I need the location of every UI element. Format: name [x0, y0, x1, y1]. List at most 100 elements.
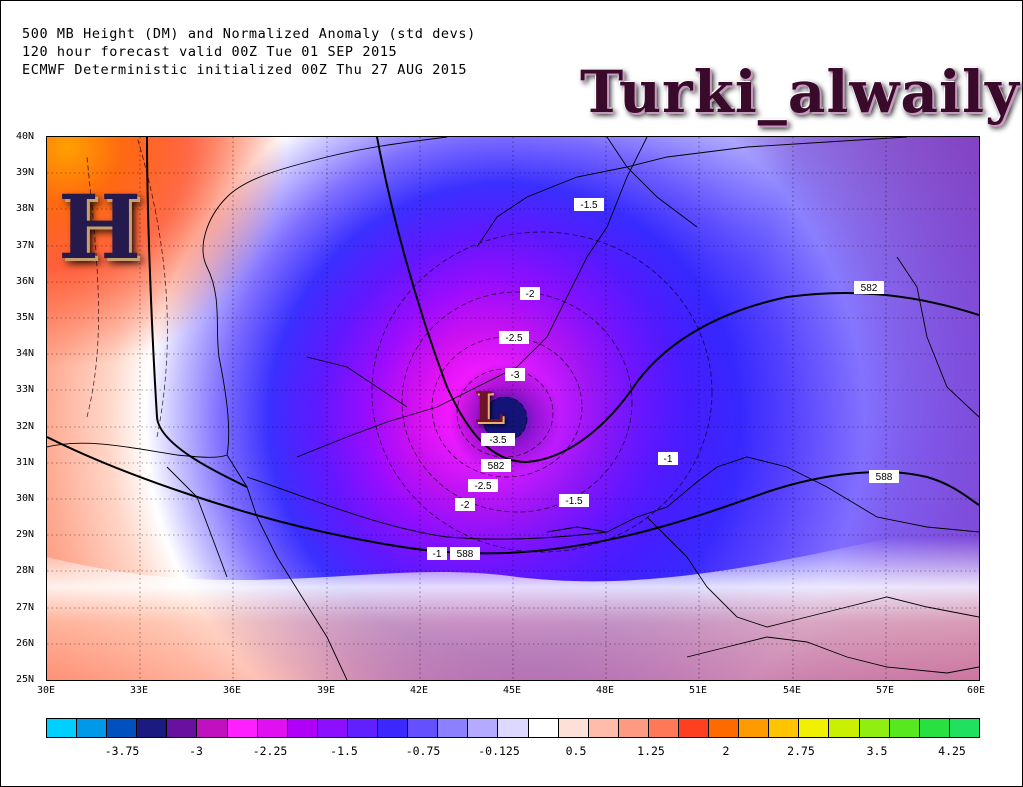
lat-label: 25N: [16, 674, 35, 685]
colorbar-label: 2: [722, 744, 730, 758]
colorbar-swatch: [257, 719, 288, 737]
lat-label: 37N: [16, 240, 35, 251]
svg-text:-1.5: -1.5: [565, 496, 583, 507]
contour-label: -1.5: [574, 198, 604, 211]
contour-label: -1: [658, 452, 678, 465]
colorbar-swatch: [618, 719, 649, 737]
lon-label: 57E: [875, 685, 895, 696]
colorbar-swatch: [678, 719, 710, 737]
lat-label: 27N: [16, 602, 35, 613]
anomaly-map: -1.5 582 -2 -2.5 -3 -3.5 582 -2.5 -2 -1.…: [47, 137, 979, 680]
positive-anomaly-core: [47, 137, 347, 467]
lat-label: 33N: [16, 384, 35, 395]
colorbar-swatch: [378, 719, 409, 737]
contour-label: -2.5: [499, 331, 529, 344]
contour-label: -2: [455, 498, 475, 511]
colorbar-swatch: [408, 719, 439, 737]
colorbar-label: -1.5: [330, 744, 358, 758]
svg-text:582: 582: [861, 283, 878, 294]
colorbar-swatch: [829, 719, 860, 737]
contour-label: 588: [450, 547, 480, 560]
colorbar-label: 1.25: [637, 744, 665, 758]
svg-text:-3.5: -3.5: [489, 435, 507, 446]
lon-label: 45E: [502, 685, 522, 696]
colorbar-swatch: [889, 719, 920, 737]
map-panel: -1.5 582 -2 -2.5 -3 -3.5 582 -2.5 -2 -1.…: [46, 136, 980, 681]
colorbar-swatch: [197, 719, 228, 737]
contour-label-group: -1.5 582 -2 -2.5 -3 -3.5 582 -2.5 -2 -1.…: [427, 198, 899, 560]
colorbar-swatch: [137, 719, 168, 737]
svg-text:582: 582: [488, 461, 505, 472]
colorbar-swatch: [709, 719, 740, 737]
svg-text:588: 588: [457, 549, 474, 560]
watermark-text: Turki_alwaily: [580, 58, 1020, 126]
colorbar-swatch: [347, 719, 379, 737]
colorbar-swatch: [588, 719, 619, 737]
lat-label: 32N: [16, 421, 35, 432]
colorbar-label: 3.5: [866, 744, 888, 758]
svg-text:588: 588: [876, 472, 893, 483]
svg-text:-2.5: -2.5: [505, 333, 523, 344]
graticule: [47, 137, 979, 680]
colorbar-swatch: [498, 719, 529, 737]
lat-label: 38N: [16, 203, 35, 214]
contour-label: -3.5: [481, 433, 515, 446]
contour-label: -3: [505, 368, 525, 381]
colorbar-swatch: [227, 719, 258, 737]
lat-label: 39N: [16, 167, 35, 178]
coastlines-borders: [47, 137, 979, 680]
lat-label: 29N: [16, 529, 35, 540]
colorbar-swatch: [317, 719, 348, 737]
contour-label: -2: [520, 287, 540, 300]
colorbar-swatch: [47, 719, 78, 737]
colorbar-swatch: [558, 719, 589, 737]
colorbar-label: -2.25: [252, 744, 288, 758]
colorbar-swatch: [287, 719, 318, 737]
colorbar-label: -0.125: [478, 744, 520, 758]
svg-text:-2: -2: [461, 500, 470, 511]
colorbar-label: -0.75: [405, 744, 441, 758]
lon-label: 54E: [782, 685, 802, 696]
colorbar-swatch: [949, 719, 979, 737]
contour-label: 588: [869, 470, 899, 483]
title-line-3: ECMWF Deterministic initialized 00Z Thu …: [22, 62, 468, 78]
lat-label: 34N: [16, 348, 35, 359]
colorbar-label: 0.5: [565, 744, 587, 758]
contour-label: -1.5: [559, 494, 589, 507]
lon-label: 60E: [966, 685, 986, 696]
colorbar-swatch: [107, 719, 138, 737]
lat-label: 30N: [16, 493, 35, 504]
colorbar-swatch: [859, 719, 890, 737]
low-core: [483, 397, 527, 441]
contour-label: -1: [427, 547, 447, 560]
colorbar-swatch: [648, 719, 679, 737]
contour-label: 582: [481, 459, 511, 472]
lat-label: 26N: [16, 638, 35, 649]
colorbar-swatch: [769, 719, 800, 737]
lon-label: 42E: [409, 685, 429, 696]
svg-text:-1: -1: [664, 454, 673, 465]
lat-label: 35N: [16, 312, 35, 323]
colorbar-label: 2.75: [787, 744, 815, 758]
svg-text:-2: -2: [526, 289, 535, 300]
lon-label: 36E: [222, 685, 242, 696]
lon-label: 33E: [129, 685, 149, 696]
height-contours: [47, 137, 979, 555]
lon-label: 30E: [36, 685, 56, 696]
colorbar-swatch: [919, 719, 950, 737]
title-line-1: 500 MB Height (DM) and Normalized Anomal…: [22, 26, 476, 42]
colorbar-swatch: [438, 719, 469, 737]
colorbar-label: -3: [189, 744, 203, 758]
title-line-2: 120 hour forecast valid 00Z Tue 01 SEP 2…: [22, 44, 398, 60]
colorbar-swatch: [528, 719, 559, 737]
svg-text:-1.5: -1.5: [580, 200, 598, 211]
svg-text:-1: -1: [433, 549, 442, 560]
colorbar-swatch: [77, 719, 108, 737]
svg-text:-3: -3: [511, 370, 520, 381]
lon-label: 48E: [595, 685, 615, 696]
svg-text:-2.5: -2.5: [474, 481, 492, 492]
high-pressure-symbol: H: [58, 175, 142, 279]
lat-label: 40N: [16, 131, 35, 142]
colorbar-swatch: [167, 719, 198, 737]
colorbar-label: 4.25: [938, 744, 966, 758]
